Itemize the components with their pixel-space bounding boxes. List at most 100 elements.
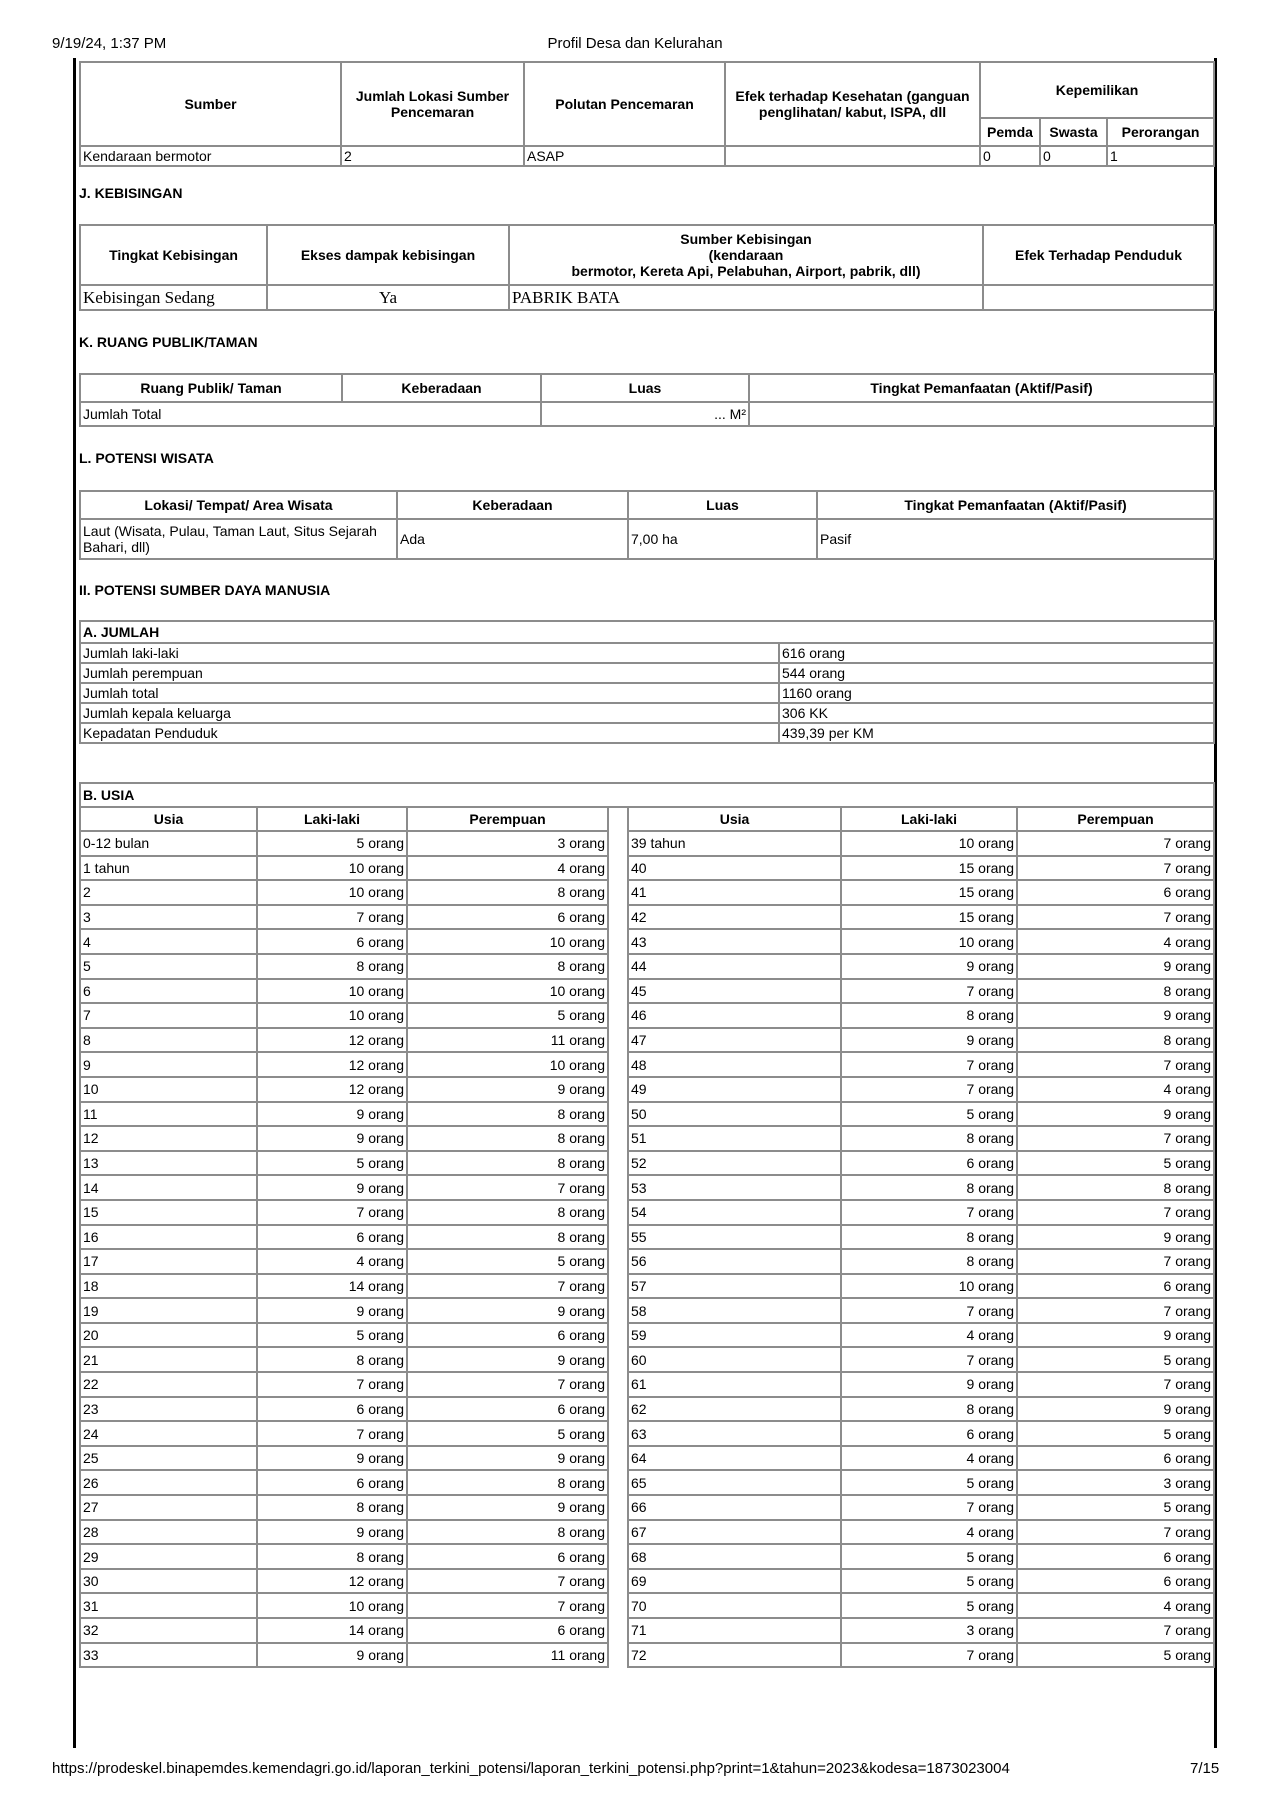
- cell-perempuan-2: 7 orang: [1015, 1371, 1216, 1398]
- section-kebisingan-title: J. KEBISINGAN: [79, 185, 183, 201]
- cell-usia: 29: [79, 1543, 258, 1570]
- cell-value: 616 orang: [777, 642, 1216, 664]
- column-gap: [607, 1076, 629, 1102]
- cell-laki-2: 9 orang: [840, 1371, 1018, 1398]
- cell-perempuan-2: 6 orang: [1015, 1543, 1216, 1570]
- col-sumber-kebisingan: Sumber Kebisingan (kendaraan bermotor, Ker…: [508, 224, 984, 286]
- table-row: Kendaraan bermotor 2 ASAP 0 0 1: [79, 145, 1216, 167]
- usia-row: 13 5 orang 8 orang 52 6 orang 5 orang: [79, 1149, 1216, 1177]
- cell-usia-2: 58: [627, 1297, 842, 1324]
- cell-usia: 27: [79, 1494, 258, 1521]
- cell-laki: 6 orang: [256, 1469, 408, 1497]
- cell-perempuan: 6 orang: [406, 1395, 609, 1423]
- col-keberadaan: Keberadaan: [341, 373, 542, 403]
- cell-usia-2: 48: [627, 1051, 842, 1078]
- cell-label: Jumlah total: [79, 682, 780, 704]
- jumlah-row: Jumlah perempuan 544 orang: [79, 662, 1216, 684]
- usia-row: 33 9 orang 11 orang 72 7 orang 5 orang: [79, 1641, 1216, 1669]
- usia-row: 2 10 orang 8 orang 41 15 orang 6 orang: [79, 879, 1216, 906]
- cell-perempuan: 11 orang: [406, 1026, 609, 1054]
- section-wisata-title: L. POTENSI WISATA: [79, 450, 214, 466]
- col-luas: Luas: [627, 490, 818, 520]
- cell-usia: 13: [79, 1149, 258, 1177]
- col-laki-2: Laki-laki: [840, 806, 1018, 832]
- cell-perempuan-2: 7 orang: [1015, 1617, 1216, 1644]
- cell-usia: 15: [79, 1198, 258, 1226]
- cell-perempuan-2: 3 orang: [1015, 1469, 1216, 1497]
- column-gap: [607, 978, 629, 1004]
- cell-laki: 5 orang: [256, 830, 408, 857]
- usia-row: 1 tahun 10 orang 4 orang 40 15 orang 7 orang: [79, 854, 1216, 882]
- cell-usia-2: 60: [627, 1346, 842, 1374]
- cell-perempuan-2: 6 orang: [1015, 879, 1216, 906]
- cell-laki-2: 5 orang: [840, 1100, 1018, 1128]
- cell-swasta: 0: [1039, 145, 1108, 167]
- cell-laki: 8 orang: [256, 1543, 408, 1570]
- column-gap: [607, 855, 629, 881]
- cell-usia: 9: [79, 1051, 258, 1078]
- column-gap: [607, 1101, 629, 1127]
- column-gap: [607, 1150, 629, 1176]
- cell-laki: 9 orang: [256, 1174, 408, 1201]
- page-number: 7/15: [1190, 1760, 1220, 1777]
- cell-laki: 9 orang: [256, 1444, 408, 1472]
- cell-perempuan-2: 6 orang: [1015, 1272, 1216, 1300]
- cell-perempuan-2: 7 orang: [1015, 854, 1216, 882]
- cell-perempuan-2: 7 orang: [1015, 1198, 1216, 1226]
- cell-perempuan-2: 5 orang: [1015, 1494, 1216, 1521]
- cell-perempuan: 5 orang: [406, 1002, 609, 1029]
- cell-perempuan-2: 7 orang: [1015, 1518, 1216, 1546]
- cell-laki: 12 orang: [256, 1567, 408, 1595]
- cell-perempuan: 8 orang: [406, 1469, 609, 1497]
- col-lokasi: Lokasi/ Tempat/ Area Wisata: [79, 490, 398, 520]
- cell-laki: 10 orang: [256, 854, 408, 882]
- usia-row: 21 8 orang 9 orang 60 7 orang 5 orang: [79, 1346, 1216, 1374]
- cell-sumber: PABRIK BATA: [508, 284, 984, 311]
- cell-laki: 8 orang: [256, 952, 408, 980]
- jumlah-title: A. JUMLAH: [78, 620, 1216, 644]
- col-laki: Laki-laki: [256, 806, 408, 832]
- cell-laki-2: 15 orang: [840, 879, 1018, 906]
- cell-laki-2: 5 orang: [840, 1543, 1018, 1570]
- section-sdm-title: II. POTENSI SUMBER DAYA MANUSIA: [79, 582, 331, 598]
- cell-perempuan: 8 orang: [406, 1100, 609, 1128]
- column-gap: [607, 1568, 629, 1594]
- col-usia-2: Usia: [627, 806, 842, 832]
- cell-usia: 17: [79, 1248, 258, 1275]
- cell-perempuan: 6 orang: [406, 903, 609, 931]
- column-gap: [607, 1642, 629, 1668]
- col-swasta: Swasta: [1039, 117, 1108, 147]
- cell-usia: 11: [79, 1100, 258, 1128]
- cell-perempuan: 6 orang: [406, 1321, 609, 1349]
- cell-perempuan-2: 7 orang: [1015, 1051, 1216, 1078]
- col-kepemilikan: Kepemilikan: [978, 61, 1216, 119]
- cell-usia: 10: [79, 1075, 258, 1103]
- col-usia: Usia: [79, 806, 258, 832]
- column-gap: [607, 1421, 629, 1446]
- table-row: Jumlah Total ... M²: [79, 401, 1215, 427]
- cell-perempuan: 7 orang: [406, 1272, 609, 1300]
- cell-usia: 28: [79, 1518, 258, 1546]
- report-content: Sumber Jumlah Lokasi Sumber Pencemaran P…: [73, 58, 1217, 1748]
- col-perempuan-2: Perempuan: [1015, 806, 1216, 832]
- col-perorangan: Perorangan: [1105, 117, 1216, 147]
- cell-perempuan-2: 5 orang: [1015, 1641, 1216, 1669]
- cell-laki-2: 4 orang: [840, 1321, 1018, 1349]
- column-gap: [607, 1372, 629, 1397]
- table-row: Laut (Wisata, Pulau, Taman Laut, Situs S…: [79, 518, 1215, 560]
- cell-perempuan-2: 6 orang: [1015, 1567, 1216, 1595]
- cell-laki-2: 15 orang: [840, 903, 1018, 931]
- cell-jumlah-total: Jumlah Total: [79, 401, 542, 427]
- cell-lokasi: Laut (Wisata, Pulau, Taman Laut, Situs S…: [79, 518, 398, 560]
- cell-usia: 16: [79, 1223, 258, 1251]
- col-polutan: Polutan Pencemaran: [523, 61, 726, 147]
- cell-perempuan-2: 9 orang: [1015, 1223, 1216, 1251]
- cell-laki: 7 orang: [256, 1420, 408, 1447]
- cell-usia-2: 54: [627, 1198, 842, 1226]
- cell-perempuan-2: 4 orang: [1015, 928, 1216, 955]
- col-sumber: Sumber: [79, 61, 342, 147]
- cell-laki: 9 orang: [256, 1518, 408, 1546]
- cell-laki: 5 orang: [256, 1149, 408, 1177]
